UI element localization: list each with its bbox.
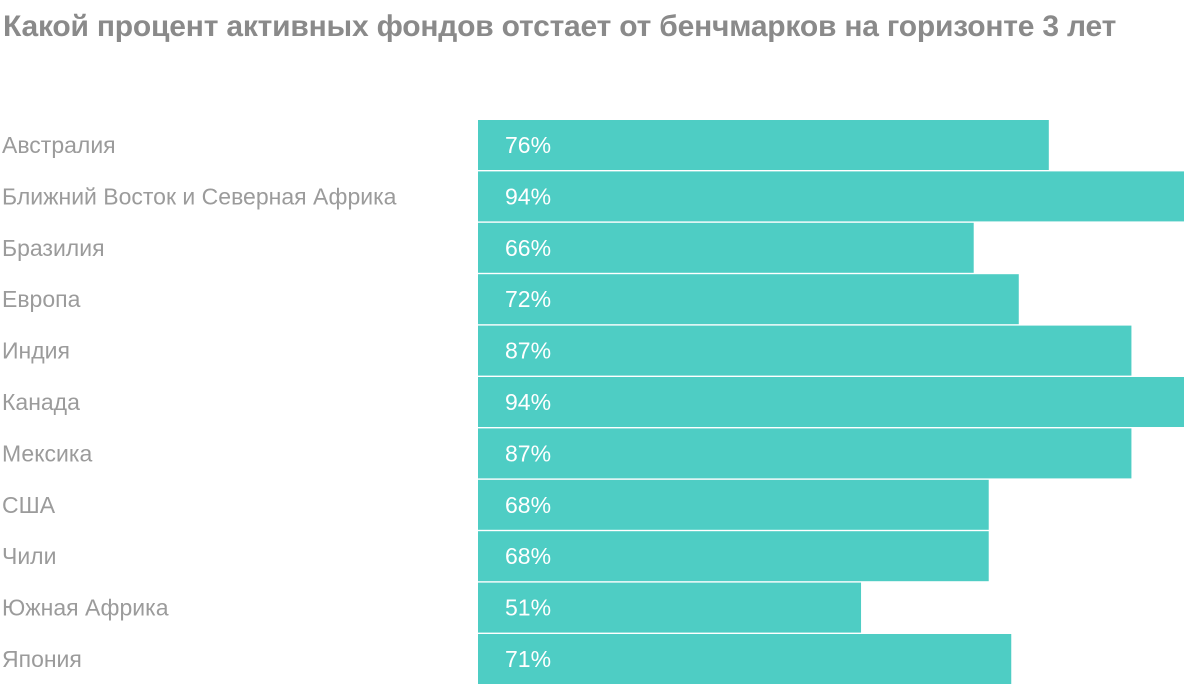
category-label: Япония bbox=[2, 646, 82, 672]
bar bbox=[478, 479, 989, 530]
value-label: 51% bbox=[505, 595, 551, 621]
value-label: 68% bbox=[505, 543, 551, 569]
bar-row: Бразилия 66% bbox=[2, 222, 974, 273]
category-label: Ближний Восток и Северная Африка bbox=[2, 183, 397, 209]
value-label: 72% bbox=[505, 286, 551, 312]
category-label: Канада bbox=[2, 389, 80, 415]
value-label: 71% bbox=[505, 646, 551, 672]
bar bbox=[478, 325, 1132, 376]
chart-title: Какой процент активных фондов отстает от… bbox=[3, 10, 1117, 43]
bar-row: США 68% bbox=[2, 479, 989, 530]
bar-row: Мексика 87% bbox=[2, 428, 1132, 479]
value-label: 87% bbox=[505, 440, 551, 466]
bar-row: Индия 87% bbox=[2, 325, 1132, 376]
bar-row: Южная Африка 51% bbox=[2, 582, 862, 633]
bar-row: Чили 68% bbox=[2, 531, 989, 582]
value-label: 68% bbox=[505, 492, 551, 518]
bar bbox=[478, 274, 1019, 325]
value-label: 76% bbox=[505, 132, 551, 158]
bar bbox=[478, 634, 1012, 684]
category-label: Индия bbox=[2, 338, 70, 364]
value-label: 94% bbox=[505, 389, 551, 415]
bar-row: Ближний Восток и Северная Африка 94% bbox=[2, 171, 1184, 222]
value-label: 87% bbox=[505, 338, 551, 364]
bar bbox=[478, 120, 1049, 170]
category-label: Южная Африка bbox=[2, 595, 169, 621]
category-label: Австралия bbox=[2, 132, 116, 158]
value-label: 66% bbox=[505, 235, 551, 261]
bar-row: Канада 94% bbox=[2, 377, 1184, 427]
bar bbox=[478, 531, 989, 582]
bar bbox=[478, 377, 1184, 427]
bar bbox=[478, 171, 1184, 222]
category-label: Мексика bbox=[2, 440, 92, 466]
bar bbox=[478, 428, 1132, 479]
category-label: Чили bbox=[2, 543, 56, 569]
bar bbox=[478, 222, 974, 273]
category-label: Европа bbox=[2, 286, 81, 312]
category-label: США bbox=[2, 492, 56, 518]
bar-row: Австралия 76% bbox=[2, 120, 1049, 170]
bar-row: Европа 72% bbox=[2, 274, 1019, 325]
value-label: 94% bbox=[505, 183, 551, 209]
bar bbox=[478, 582, 862, 633]
bar-row: Япония 71% bbox=[2, 634, 1012, 684]
category-label: Бразилия bbox=[2, 235, 105, 261]
